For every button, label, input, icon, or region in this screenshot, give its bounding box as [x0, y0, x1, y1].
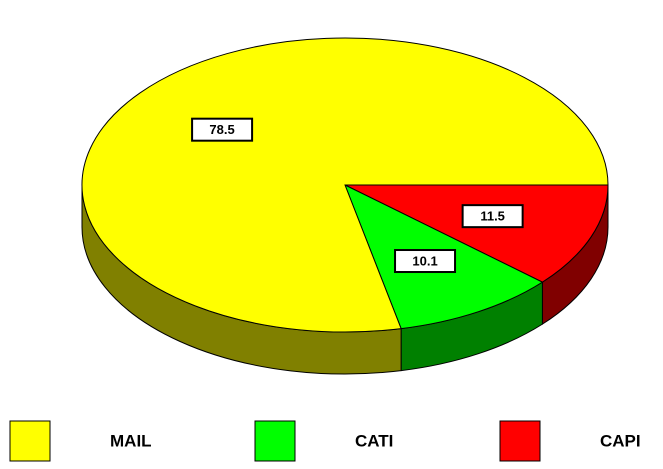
legend-label: CAPI — [600, 431, 641, 450]
legend-label: CATI — [355, 431, 393, 450]
legend-swatch — [499, 420, 541, 462]
slice — [81, 37, 609, 333]
data-label: 10.1 — [412, 253, 437, 268]
slice — [344, 184, 609, 283]
label-box — [461, 204, 524, 229]
data-label: 11.5 — [480, 209, 505, 224]
label-box — [394, 249, 457, 274]
data-label: 78.5 — [209, 122, 234, 137]
legend-label: MAIL — [110, 431, 152, 450]
legend-swatch — [254, 420, 296, 462]
legend-swatch — [9, 420, 51, 462]
label-box — [191, 117, 254, 142]
